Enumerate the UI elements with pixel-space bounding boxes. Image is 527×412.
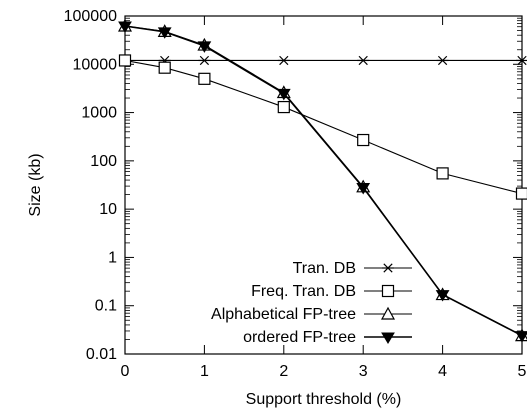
- legend-marker: [381, 284, 395, 298]
- legend-marker: [380, 306, 396, 320]
- y-tick-label: 10000: [73, 56, 118, 73]
- y-axis-title: Size (kb): [27, 153, 44, 216]
- data-point: [197, 41, 212, 53]
- data-point: [356, 183, 371, 195]
- data-point: [277, 100, 290, 114]
- series-2: [118, 54, 527, 200]
- data-point: [357, 55, 370, 66]
- legend: Tran. DB Freq. Tran. DB Alphabetical FP-tr…: [211, 260, 412, 346]
- legend-label: Freq. Tran. DB: [251, 283, 356, 300]
- legend-label: Tran. DB: [293, 260, 356, 277]
- plot-frame: [124, 15, 523, 355]
- x-tick-label: 4: [438, 363, 447, 380]
- x-tick-label: 1: [200, 363, 209, 380]
- series-4: [118, 21, 527, 343]
- y-tick-label: 10: [99, 201, 117, 218]
- legend-entry-4: ordered FP-tree: [243, 329, 412, 346]
- legend-marker: [382, 263, 394, 273]
- y-tick-label: 0.01: [86, 346, 117, 363]
- x-tick-label: 5: [518, 363, 527, 380]
- legend-entry-1: Tran. DB: [293, 260, 412, 277]
- legend-marker: [381, 332, 395, 344]
- data-point: [515, 331, 527, 343]
- y-tick-label: 1: [108, 249, 117, 266]
- legend-entry-2: Freq. Tran. DB: [251, 283, 412, 300]
- data-point: [515, 187, 527, 200]
- data-point: [198, 72, 211, 85]
- x-axis-title: Support threshold (%): [246, 391, 402, 408]
- legend-label: ordered FP-tree: [243, 329, 356, 346]
- legend-entry-3: Alphabetical FP-tree: [211, 306, 412, 323]
- data-point: [198, 55, 211, 66]
- data-point: [516, 55, 527, 66]
- x-tick-label: 2: [279, 363, 288, 380]
- data-point: [158, 61, 171, 74]
- data-point: [118, 21, 132, 33]
- y-tick-label: 1000: [81, 105, 117, 122]
- x-tick-label: 0: [121, 363, 130, 380]
- series-layer: [117, 18, 527, 343]
- series-line: [124, 59, 523, 195]
- y-tick-label: 100: [90, 153, 117, 170]
- y-tick-label: 100000: [64, 8, 117, 25]
- x-tick-label: 3: [359, 363, 368, 380]
- data-point: [436, 167, 449, 180]
- data-point: [118, 54, 132, 67]
- data-point: [157, 27, 172, 39]
- data-point: [436, 55, 449, 66]
- data-point: [357, 133, 370, 147]
- legend-label: Alphabetical FP-tree: [211, 306, 356, 323]
- axes: 0.01 0.1 1 10 100 1000 10000 100000 0 1 2 3 4 5 Suppor…: [27, 8, 527, 408]
- data-point: [277, 55, 290, 66]
- data-point: [276, 88, 291, 101]
- y-tick-label: 0.1: [95, 298, 117, 315]
- data-point: [435, 290, 450, 302]
- series-1: [119, 55, 527, 66]
